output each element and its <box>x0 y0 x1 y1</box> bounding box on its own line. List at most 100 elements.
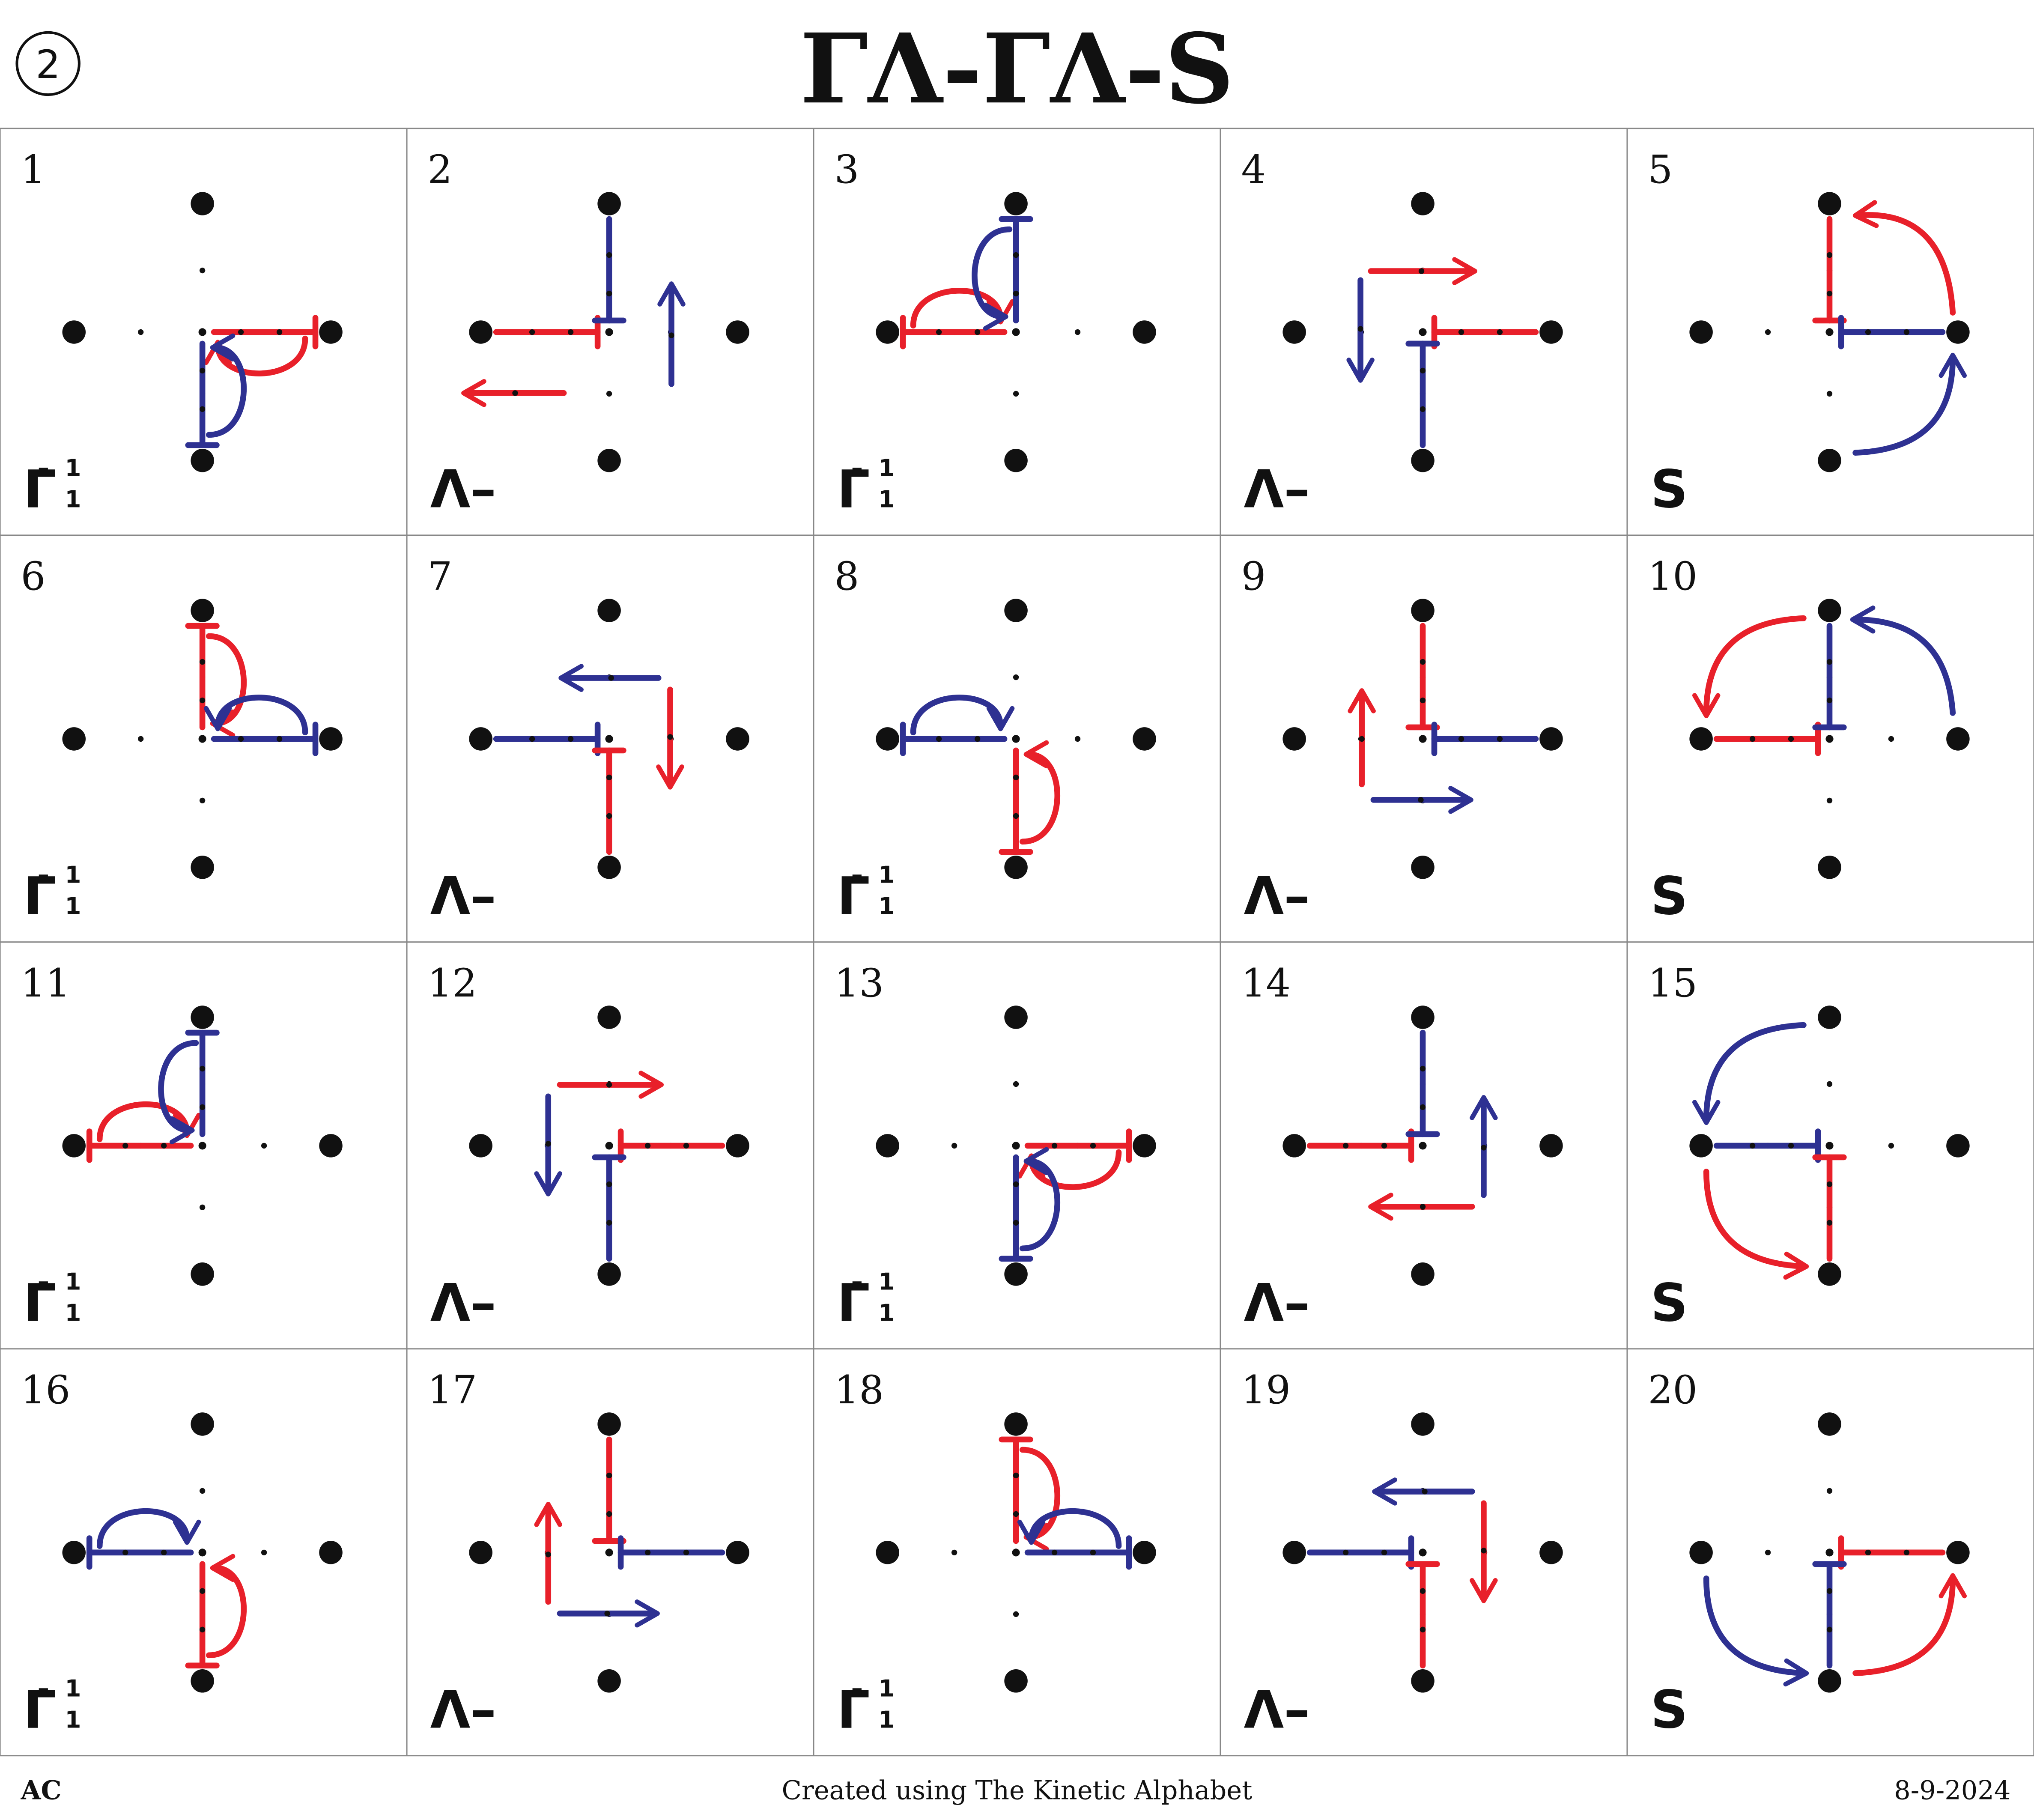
hand-point <box>1133 1541 1156 1564</box>
center-point <box>1825 328 1834 336</box>
layer-point <box>1013 1081 1019 1087</box>
hand-point <box>726 320 749 344</box>
arrow-midpoint <box>1420 1204 1426 1210</box>
arrow-midpoint <box>545 1551 551 1557</box>
hand-point <box>1689 320 1713 344</box>
center-point <box>605 735 613 743</box>
hand-point <box>1818 449 1841 472</box>
hand-point <box>597 599 621 622</box>
hand-point <box>1946 1134 1970 1158</box>
layer-point <box>1826 1081 1833 1087</box>
center-point <box>605 1142 613 1150</box>
cell-letter-sup: 1 <box>65 861 81 889</box>
pictograph-cell: 7 Λ– <box>428 554 749 926</box>
center-point <box>1012 1142 1020 1150</box>
pictograph-cell: 10 S <box>1648 554 1970 926</box>
cell-letter-sup: 1 <box>878 1268 895 1295</box>
hand-point <box>1946 320 1970 344</box>
hand-point <box>1411 192 1435 215</box>
center-point <box>198 1548 206 1557</box>
staff-tick <box>1013 1511 1019 1517</box>
hand-point <box>876 1541 899 1564</box>
hand-point <box>1411 599 1435 622</box>
rotation-arrow <box>972 226 1013 331</box>
staff-tick <box>1826 1588 1833 1594</box>
hand-point <box>1818 1669 1841 1693</box>
staff-tick <box>1381 1549 1387 1556</box>
cell-letter-sup: 1 <box>878 454 895 482</box>
hand-point <box>191 1262 214 1286</box>
hand-point <box>1133 320 1156 344</box>
hand-point <box>319 727 343 751</box>
staff-tick <box>1788 736 1794 742</box>
cell-letter: Λ– <box>1244 459 1310 519</box>
arrow-midpoint <box>545 1141 551 1147</box>
staff-tick <box>1458 736 1464 742</box>
layer-point <box>951 1549 957 1556</box>
hand-point <box>1282 727 1306 751</box>
hand-point <box>1818 1005 1841 1029</box>
center-point <box>198 735 206 743</box>
cell-number: 10 <box>1648 554 1697 599</box>
cell-number: 19 <box>1241 1368 1291 1413</box>
staff-tick <box>606 1181 612 1187</box>
staff-tick <box>276 329 283 335</box>
staff-tick <box>1013 1472 1019 1479</box>
cell-number: 2 <box>428 147 453 192</box>
hand-point <box>1411 1669 1435 1693</box>
staff-tick <box>1420 1588 1426 1594</box>
cell-letter-sub: 1 <box>878 1706 895 1733</box>
layer-point <box>199 1204 206 1211</box>
hand-point <box>876 320 899 344</box>
hand-point <box>469 1541 492 1564</box>
staff-tick <box>1788 1143 1794 1149</box>
pictograph-cell: 1 Γ̇ 1 1 <box>21 147 343 519</box>
pictograph-cell: 5S <box>1648 147 1970 519</box>
cell-letter: S <box>1650 1680 1688 1740</box>
staff-tick <box>567 736 574 742</box>
staff-tick <box>606 774 612 781</box>
swing-arrow <box>1852 200 1956 316</box>
hand-point <box>191 1005 214 1029</box>
staff-tick <box>1420 1626 1426 1632</box>
layer-point <box>1765 329 1771 335</box>
hand-point <box>1818 192 1841 215</box>
staff-tick <box>1420 1104 1426 1110</box>
hand-point <box>1004 856 1028 879</box>
staff-tick <box>1826 659 1833 665</box>
sheet-number-badge <box>15 31 81 96</box>
hand-point <box>1004 449 1028 472</box>
layer-point <box>1765 1549 1771 1556</box>
center-point <box>198 328 206 336</box>
layer-point <box>199 267 206 274</box>
cell-letter: S <box>1650 459 1688 519</box>
arrow-midpoint <box>1357 326 1363 332</box>
hand-point <box>469 727 492 751</box>
cell-number: 20 <box>1648 1368 1697 1413</box>
cell-number: 1 <box>21 147 46 192</box>
staff-tick <box>1865 329 1871 335</box>
staff-tick <box>1865 1549 1871 1556</box>
hand-point <box>1282 1541 1306 1564</box>
cell-number: 17 <box>428 1368 477 1413</box>
center-point <box>1012 1548 1020 1557</box>
cell-number: 9 <box>1241 554 1266 599</box>
staff-tick <box>644 1143 651 1149</box>
staff-tick <box>1381 1143 1387 1149</box>
swing-arrow <box>1703 1169 1809 1280</box>
hand-point <box>191 192 214 215</box>
cell-letter: Λ– <box>1244 1680 1310 1740</box>
swing-arrow <box>1852 352 1967 456</box>
cell-number: 18 <box>834 1368 884 1413</box>
hand-point <box>319 1541 343 1564</box>
center-point <box>605 1548 613 1557</box>
staff-tick <box>974 329 981 335</box>
staff-tick <box>1013 813 1019 819</box>
rotation-arrow <box>96 1508 201 1549</box>
cell-letter-sup: 1 <box>65 1675 81 1702</box>
hand-point <box>1004 192 1028 215</box>
cell-letter-sub: 1 <box>65 892 81 919</box>
layer-point <box>138 736 144 742</box>
